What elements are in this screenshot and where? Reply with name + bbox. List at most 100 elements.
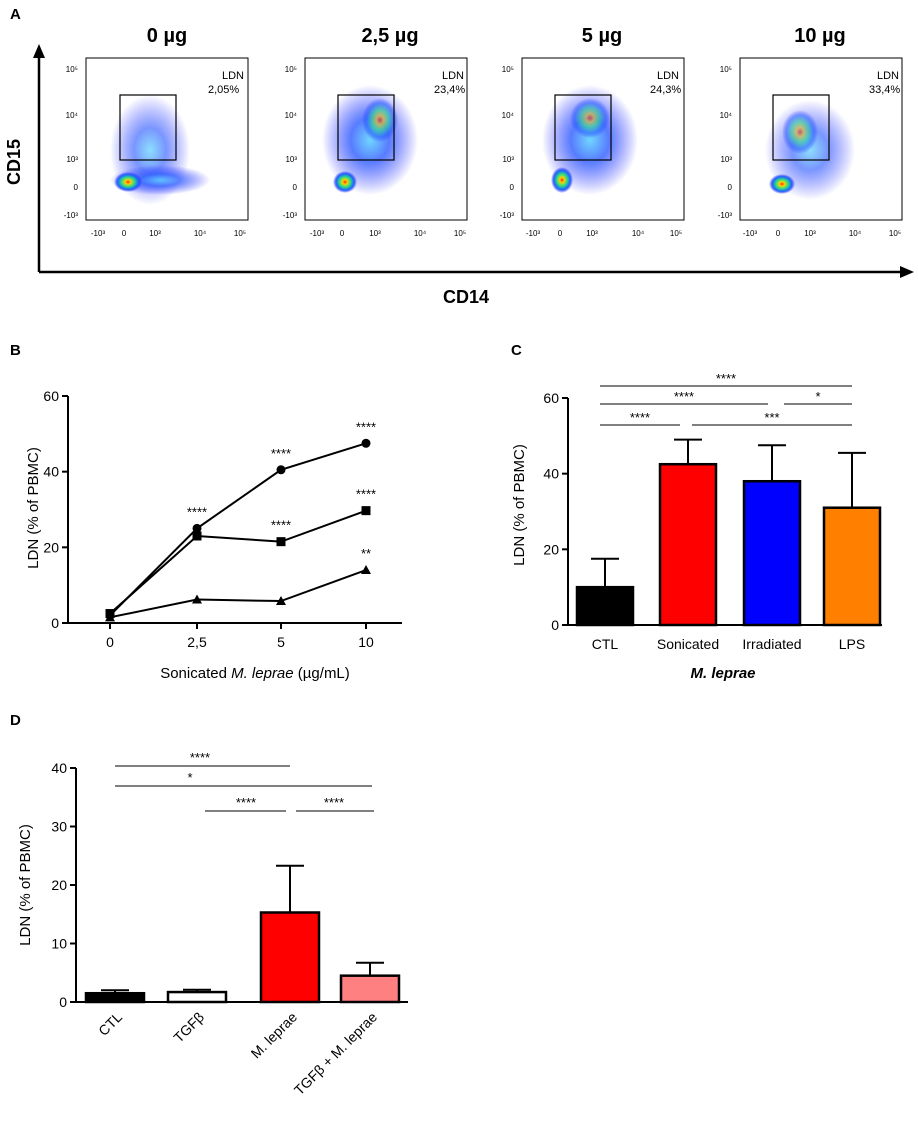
y-tick: 10⁴ xyxy=(720,111,733,120)
bar-0 xyxy=(84,991,146,1004)
cell-density-core xyxy=(362,98,398,142)
data-point-circle xyxy=(276,465,286,475)
x-tick: -10³ xyxy=(743,229,758,238)
cell-density-core xyxy=(333,171,357,193)
significance-label: **** xyxy=(271,518,291,533)
x-axis-label: Sonicated M. leprae (µg/mL) xyxy=(160,665,350,682)
y-tick-label: 40 xyxy=(43,464,59,480)
y-tick: 10⁵ xyxy=(502,65,514,74)
panel-c-bars: CTL Sonicated Irradiated LPS xyxy=(575,438,882,652)
y-tick: 10⁵ xyxy=(285,65,297,74)
x-tick: 10⁵ xyxy=(454,229,466,238)
x-tick: 0 xyxy=(340,229,345,238)
y-tick: 0 xyxy=(74,183,79,192)
panel-d: D LDN (% of PBMC) 40 30 20 10 0 CTL TGFβ M. le… xyxy=(10,712,408,1098)
ldn-gate xyxy=(119,94,177,161)
cd15-axis-label: CD15 xyxy=(4,139,24,185)
x-tick: 10⁴ xyxy=(414,229,427,238)
gate-label: LDN xyxy=(222,70,244,82)
x-tick: 10⁴ xyxy=(194,229,207,238)
y-tick-label: 20 xyxy=(51,877,67,893)
data-point-square xyxy=(276,537,286,547)
panel-a: A CD15 CD14 0 µg LDN 2,05% 10⁵ 10⁴ 10³ 0… xyxy=(4,6,914,307)
x-tick-label: CTL xyxy=(95,1009,125,1039)
panel-c-letter: C xyxy=(511,342,522,359)
cell-density-core xyxy=(769,174,795,194)
x-tick: 10⁴ xyxy=(632,229,645,238)
dose-title: 5 µg xyxy=(582,25,622,47)
gate-label: LDN xyxy=(657,70,679,82)
bar-3 xyxy=(339,974,401,1004)
flow-plot-5ug: 5 µg LDN 24,3% 10⁵ 10⁴ 10³ 0 -10³ -10³ 0… xyxy=(500,25,685,238)
dose-title: 0 µg xyxy=(147,25,187,47)
significance-label: * xyxy=(187,770,192,785)
cell-density-core xyxy=(570,98,610,138)
x-tick: 10³ xyxy=(586,229,598,238)
data-point-triangle xyxy=(361,565,371,575)
data-point-square xyxy=(361,506,371,516)
dose-title: 2,5 µg xyxy=(361,25,418,47)
y-axis-label: LDN (% of PBMC) xyxy=(17,824,34,946)
y-tick: 10³ xyxy=(720,155,732,164)
bar-2 xyxy=(259,911,321,1004)
y-tick: -10³ xyxy=(500,211,515,220)
y-tick-label: 10 xyxy=(51,936,67,952)
y-axis-label: LDN (% of PBMC) xyxy=(511,444,528,566)
x-tick-label: 0 xyxy=(106,634,114,650)
x-tick: 10⁵ xyxy=(889,229,901,238)
panel-b-series: ********************** xyxy=(105,419,376,622)
panel-b-letter: B xyxy=(10,342,21,359)
x-tick-label: LPS xyxy=(839,636,865,652)
x-tick: 10⁵ xyxy=(234,229,246,238)
x-tick-label: M. leprae xyxy=(248,1009,301,1062)
gate-label: LDN xyxy=(442,70,464,82)
significance-label: ** xyxy=(361,546,371,561)
panel-c-comparisons: ******** ***** *** xyxy=(600,371,852,426)
significance-label: **** xyxy=(187,504,207,519)
y-tick-label: 0 xyxy=(551,617,559,633)
significance-label: **** xyxy=(716,371,736,386)
bar-lps xyxy=(822,506,882,627)
y-tick: -10³ xyxy=(718,211,733,220)
x-tick: -10³ xyxy=(310,229,325,238)
x-tick-label: Sonicated xyxy=(657,636,719,652)
y-tick-label: 0 xyxy=(51,615,59,631)
series-line-triangle xyxy=(109,569,367,619)
significance-label: * xyxy=(815,389,820,404)
x-tick: 0 xyxy=(776,229,781,238)
bar-ctl xyxy=(575,585,635,627)
x-tick: 0 xyxy=(558,229,563,238)
x-tick: 10⁵ xyxy=(670,229,682,238)
x-tick-label: Irradiated xyxy=(742,636,801,652)
series-line-square xyxy=(109,509,367,615)
x-tick-label: 2,5 xyxy=(187,634,207,650)
data-point-triangle xyxy=(276,596,286,606)
cell-density-core xyxy=(114,172,142,192)
significance-label: **** xyxy=(356,419,376,434)
gate-percent: 24,3% xyxy=(650,84,681,96)
y-tick: 10³ xyxy=(285,155,297,164)
ldn-gate xyxy=(772,94,830,161)
x-tick-label: CTL xyxy=(592,636,619,652)
x-tick-label: 5 xyxy=(277,634,285,650)
y-axis-label: LDN (% of PBMC) xyxy=(25,447,42,569)
y-tick: -10³ xyxy=(64,211,79,220)
x-tick: 10³ xyxy=(804,229,816,238)
significance-label: **** xyxy=(190,750,210,765)
significance-label: **** xyxy=(236,795,256,810)
y-tick: 0 xyxy=(728,183,733,192)
y-tick: 0 xyxy=(510,183,515,192)
significance-label: **** xyxy=(356,487,376,502)
gate-percent: 33,4% xyxy=(869,84,900,96)
bar-sonicated xyxy=(658,462,718,627)
y-tick: 10³ xyxy=(66,155,78,164)
x-tick: 10³ xyxy=(149,229,161,238)
data-point-circle xyxy=(192,523,202,533)
panel-d-axes: 40 30 20 10 0 xyxy=(51,760,408,1010)
dose-title: 10 µg xyxy=(794,25,846,47)
cell-density-core xyxy=(551,167,573,193)
cd14-axis-label: CD14 xyxy=(443,287,489,307)
significance-label: **** xyxy=(630,410,650,425)
